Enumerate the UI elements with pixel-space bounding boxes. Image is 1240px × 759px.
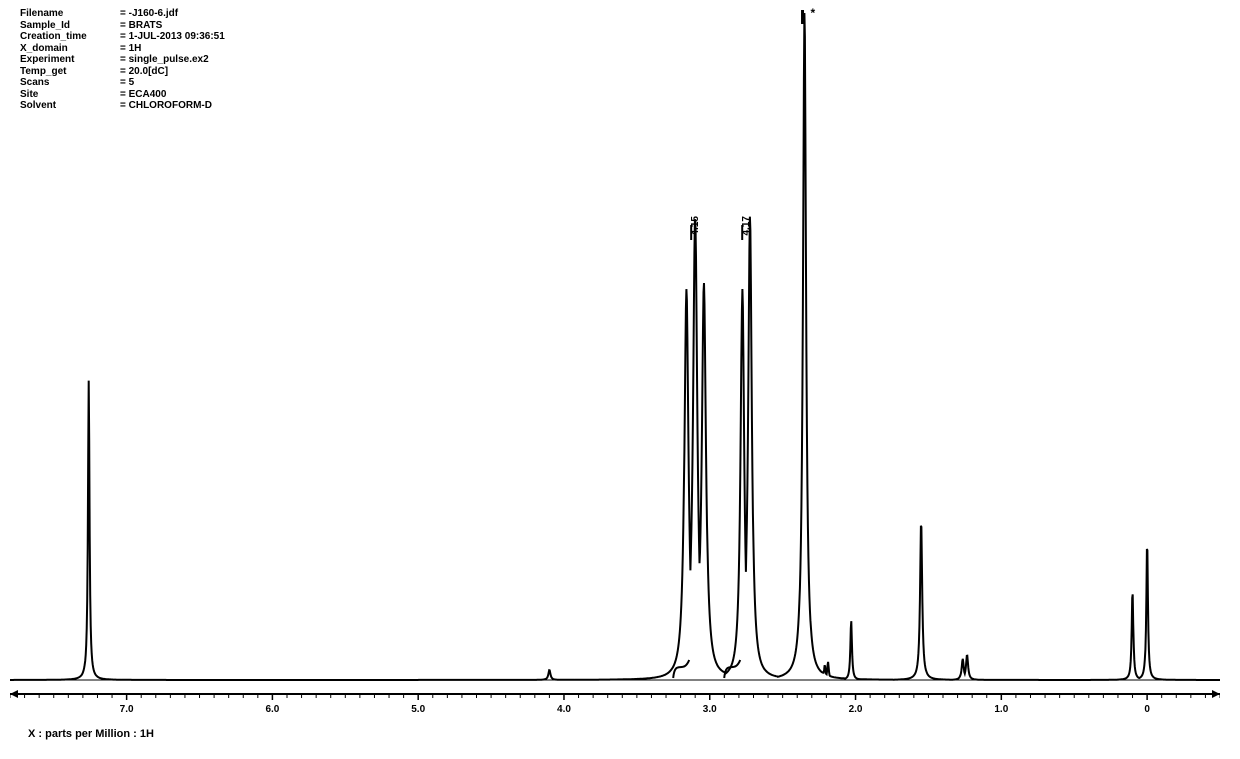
peak-integration-label: 4.17 [741,216,752,235]
x-tick-label: 6.0 [265,704,279,715]
x-axis-title: X : parts per Million : 1H [28,728,154,740]
x-tick-label: 1.0 [994,704,1008,715]
spectrum-svg [10,0,1220,700]
x-tick-label: 5.0 [411,704,425,715]
spectrum-plot-area: 7.06.05.04.03.02.01.00 4.154.17* [10,0,1220,700]
spectrum-trace [10,13,1220,680]
x-tick-label: 7.0 [120,704,134,715]
peak-asterisk-marker: * [811,6,816,20]
axis-arrow [10,690,18,698]
nmr-spectrum-container: Filename-J160-6.jdfSample_IdBRATSCreatio… [0,0,1240,759]
axis-arrow [1212,690,1220,698]
peak-integration-label: 4.15 [690,216,701,235]
x-tick-label: 4.0 [557,704,571,715]
x-tick-label: 0 [1144,704,1150,715]
x-tick-label: 3.0 [703,704,717,715]
x-tick-label: 2.0 [849,704,863,715]
